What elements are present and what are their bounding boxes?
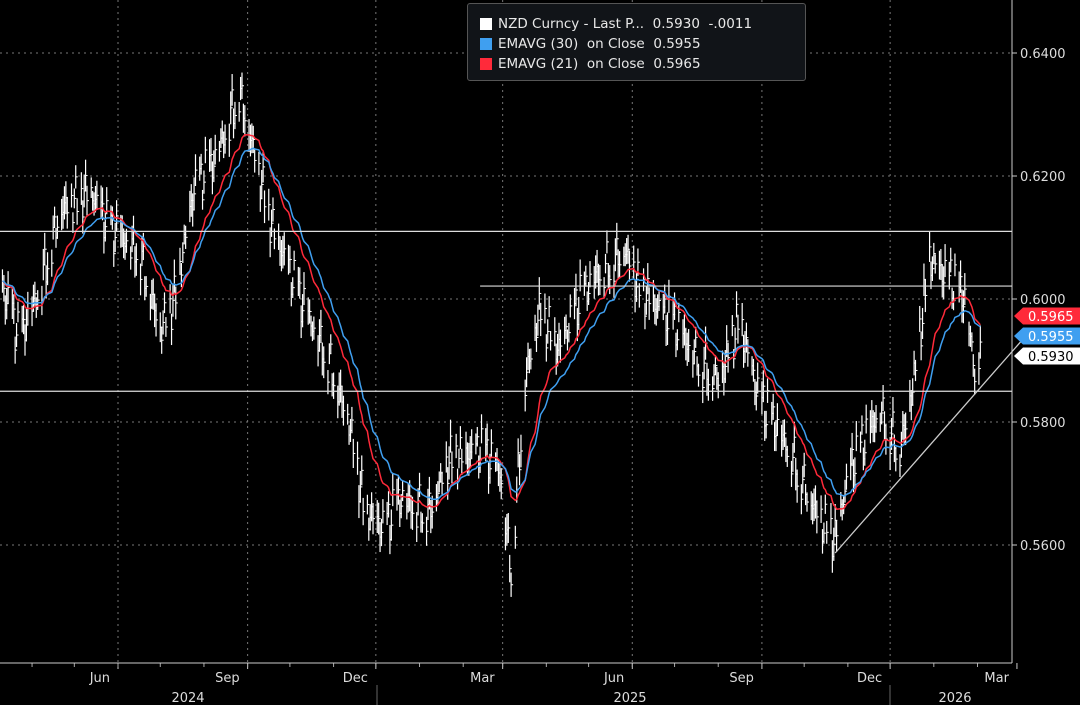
legend-value: 0.5965 [653,56,701,72]
legend-value: 0.5955 [653,36,701,52]
y-tick-label: 0.5800 [1020,416,1066,431]
y-tick-label: 0.6200 [1020,170,1066,185]
x-tick-label: Mar [470,671,495,686]
y-tick-label: 0.6000 [1020,293,1066,308]
ema-line-21 [2,134,981,510]
value-tag [1014,307,1080,325]
legend-swatch-red [480,58,492,70]
trendline [834,339,1024,554]
x-tick-label: Dec [857,671,882,686]
legend-row-ema21: EMAVG (21) on Close 0.5965 [480,54,701,74]
x-tick-label: Sep [215,671,240,686]
x-tick-label: Mar [984,671,1009,686]
x-tick-label: Jun [603,671,624,686]
year-label: 2024 [171,691,204,705]
x-tick-label: Jun [89,671,110,686]
legend-swatch-white [480,18,492,30]
value-tag-label: 0.5965 [1028,310,1074,325]
legend-swatch-blue [480,38,492,50]
y-tick-label: 0.5600 [1020,539,1066,554]
x-tick-label: Sep [729,671,754,686]
y-tick-label: 0.6400 [1020,47,1066,62]
x-tick-label: Dec [343,671,368,686]
legend: NZD Curncy - Last P... 0.5930 -.0011 EMA… [467,3,806,81]
legend-change: -.0011 [708,16,753,32]
year-label: 2025 [613,691,646,705]
legend-row-ema30: EMAVG (30) on Close 0.5955 [480,34,701,54]
value-tag [1014,347,1080,365]
value-tag [1014,327,1080,345]
legend-label: EMAVG (21) on Close [498,56,645,72]
ema-line-30 [2,147,981,501]
legend-value: 0.5930 [652,16,700,32]
year-label: 2026 [938,691,971,705]
legend-row-price: NZD Curncy - Last P... 0.5930 -.0011 [480,14,752,34]
legend-label: NZD Curncy - Last P... [498,16,645,32]
value-tag-label: 0.5930 [1028,350,1074,365]
value-tag-label: 0.5955 [1028,330,1074,345]
legend-label: EMAVG (30) on Close [498,36,645,52]
